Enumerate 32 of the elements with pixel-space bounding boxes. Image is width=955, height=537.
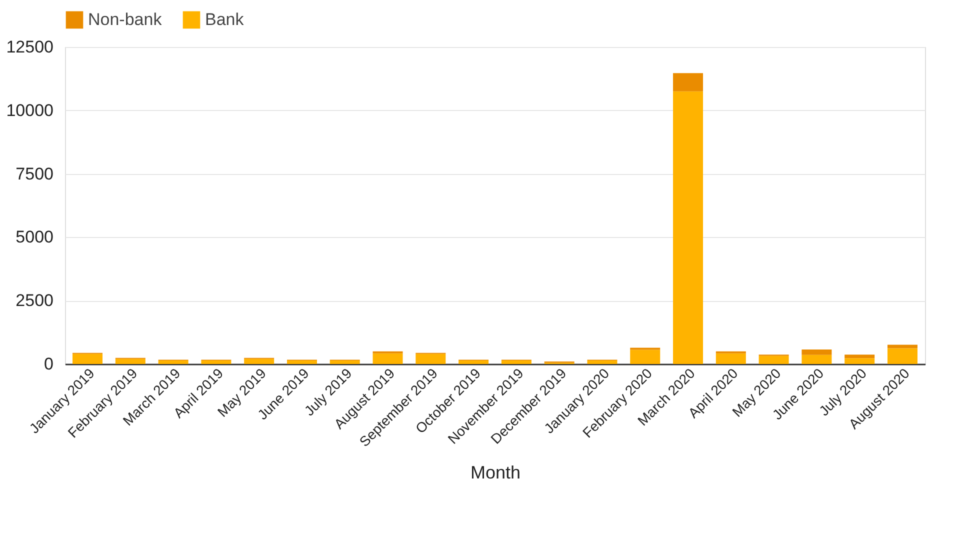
bar bbox=[844, 358, 875, 364]
bar bbox=[673, 91, 704, 364]
y-tick-label: 0 bbox=[44, 354, 54, 374]
bar bbox=[416, 354, 446, 364]
x-axis-title: Month bbox=[470, 462, 521, 483]
bar bbox=[802, 354, 832, 364]
y-tick-label: 12500 bbox=[6, 38, 54, 56]
bar bbox=[330, 360, 360, 364]
bar bbox=[115, 358, 146, 364]
legend-label: Bank bbox=[205, 10, 244, 29]
bar bbox=[201, 360, 232, 364]
bar bbox=[887, 348, 918, 364]
legend-label: Non-bank bbox=[88, 10, 162, 29]
bar bbox=[587, 360, 618, 364]
bar bbox=[286, 360, 317, 364]
bar bbox=[158, 360, 188, 364]
bar bbox=[716, 353, 746, 364]
bar bbox=[758, 356, 789, 364]
bar bbox=[72, 354, 103, 364]
y-tick-label: 2500 bbox=[16, 291, 54, 310]
y-tick-label: 5000 bbox=[16, 228, 54, 247]
bar bbox=[802, 350, 832, 355]
y-tick-label: 7500 bbox=[16, 164, 54, 184]
bar bbox=[244, 358, 274, 364]
bar bbox=[458, 360, 489, 364]
bar bbox=[673, 73, 704, 92]
bar bbox=[844, 354, 875, 358]
bar bbox=[887, 344, 918, 348]
bar bbox=[630, 350, 660, 364]
y-tick-label: 10000 bbox=[6, 100, 54, 120]
bar bbox=[501, 360, 532, 364]
bar bbox=[372, 353, 403, 364]
